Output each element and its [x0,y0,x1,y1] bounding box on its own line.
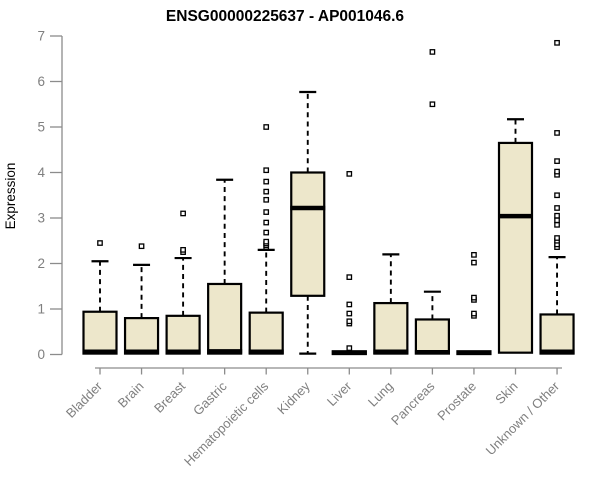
outlier-point [346,274,353,281]
outlier-point [97,240,103,246]
outlier-point [554,130,560,136]
y-tick-label: 2 [37,256,45,271]
box-brain [123,243,160,355]
outlier-point [138,243,145,250]
iqr-box [123,317,160,355]
outlier-point [554,168,560,175]
box-prostate [456,252,492,356]
box-bladder [82,240,118,355]
outlier-point [554,158,560,164]
outlier-point [429,49,436,55]
outlier-point [429,101,436,108]
outlier-point [554,192,560,199]
iqr-box [373,301,409,355]
x-tick-label-brain: Brain [115,379,147,411]
iqr-box [414,318,450,355]
box-breast [165,210,201,355]
iqr-box [82,310,118,355]
x-tick-label-lung: Lung [365,379,396,410]
box-lung [373,253,409,355]
outlier-point [554,212,560,219]
outlier-point [471,252,477,258]
iqr-box [290,171,326,297]
iqr-box [165,314,201,355]
box-pancreas [414,49,450,355]
outlier-point [263,196,270,203]
outlier-point [554,217,560,224]
x-tick-label-prostate: Prostate [434,379,479,424]
y-tick-label: 0 [37,347,45,362]
outlier-point [346,171,353,177]
y-tick-label: 3 [37,211,45,226]
y-tick-label: 4 [37,165,45,180]
outlier-point [180,246,186,253]
x-tick-label-bladder: Bladder [63,378,106,421]
iqr-box [207,282,243,355]
outlier-point [346,301,353,308]
y-tick-label: 7 [37,29,45,44]
y-tick-label: 6 [37,74,45,89]
chart-title: ENSG00000225637 - AP001046.6 [166,8,405,25]
x-tick-label-skin: Skin [492,379,520,407]
box-hematopoietic-cells [248,124,284,355]
iqr-box [497,141,534,354]
iqr-box [248,311,284,355]
y-tick-label: 1 [37,302,45,317]
outlier-point [263,238,270,245]
box-series [82,39,575,356]
outlier-point [554,205,560,211]
outlier-point [263,209,270,215]
outlier-point [554,221,560,228]
outlier-point [346,345,353,351]
box-liver [331,171,367,356]
outlier-point [263,229,270,236]
outlier-point [554,39,560,46]
outlier-point [263,188,270,195]
outlier-point [263,219,270,226]
outlier-point [346,310,353,317]
box-skin [497,118,534,354]
outlier-point [346,318,353,325]
y-axis-label: Expression [3,163,18,230]
x-tick-label-gastric: Gastric [190,378,230,418]
x-tick-label-liver: Liver [324,378,355,409]
outlier-point [263,178,270,185]
outlier-point [263,167,270,174]
outlier-point [263,124,270,130]
y-tick-label: 5 [37,120,45,135]
x-tick-label-unknown-other: Unknown / Other [483,378,563,458]
outlier-point [554,235,560,241]
outlier-point [180,210,186,217]
outlier-point [471,294,477,301]
outlier-point [471,259,477,266]
outlier-point [471,310,477,317]
x-tick-label-pancreas: Pancreas [388,378,438,428]
x-tick-label-kidney: Kidney [274,378,313,417]
x-tick-label-breast: Breast [151,378,188,415]
iqr-box [539,313,575,355]
box-unknown-other [539,39,575,355]
box-kidney [290,90,326,355]
box-gastric [207,178,243,355]
